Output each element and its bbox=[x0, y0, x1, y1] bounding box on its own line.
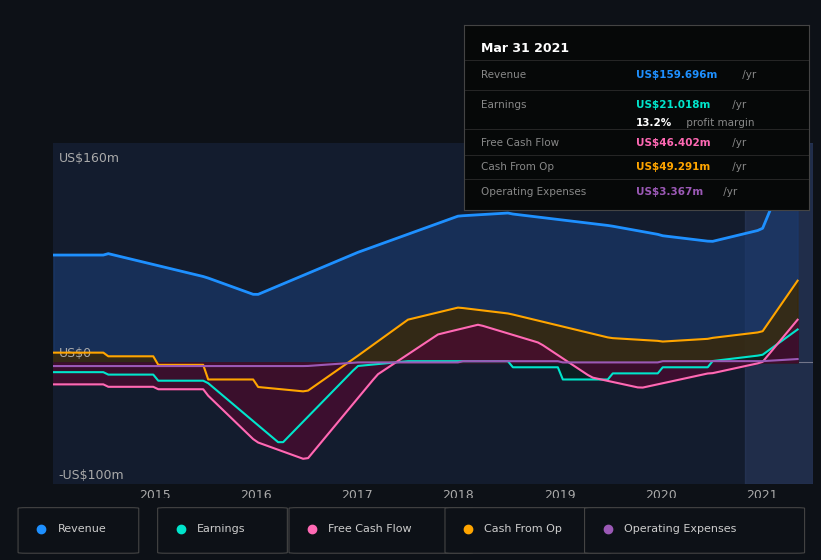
Text: Cash From Op: Cash From Op bbox=[484, 524, 562, 534]
Text: Mar 31 2021: Mar 31 2021 bbox=[481, 42, 569, 55]
Text: /yr: /yr bbox=[739, 70, 756, 80]
Text: Free Cash Flow: Free Cash Flow bbox=[328, 524, 412, 534]
Text: US$21.018m: US$21.018m bbox=[636, 100, 711, 110]
Text: /yr: /yr bbox=[720, 186, 737, 197]
Text: profit margin: profit margin bbox=[683, 118, 754, 128]
Text: /yr: /yr bbox=[729, 138, 746, 148]
Text: Operating Expenses: Operating Expenses bbox=[481, 186, 586, 197]
FancyBboxPatch shape bbox=[585, 507, 805, 553]
FancyBboxPatch shape bbox=[445, 507, 611, 553]
Text: US$3.367m: US$3.367m bbox=[636, 186, 704, 197]
Text: US$46.402m: US$46.402m bbox=[636, 138, 711, 148]
FancyBboxPatch shape bbox=[289, 507, 473, 553]
Text: Free Cash Flow: Free Cash Flow bbox=[481, 138, 559, 148]
Text: -US$100m: -US$100m bbox=[58, 469, 124, 482]
Text: US$49.291m: US$49.291m bbox=[636, 162, 710, 172]
Text: US$160m: US$160m bbox=[58, 152, 119, 165]
Text: 13.2%: 13.2% bbox=[636, 118, 672, 128]
Text: Operating Expenses: Operating Expenses bbox=[624, 524, 736, 534]
FancyBboxPatch shape bbox=[158, 507, 287, 553]
Text: US$159.696m: US$159.696m bbox=[636, 70, 718, 80]
Text: Revenue: Revenue bbox=[481, 70, 526, 80]
Text: Earnings: Earnings bbox=[481, 100, 526, 110]
Text: Earnings: Earnings bbox=[197, 524, 245, 534]
Bar bbox=[745, 143, 813, 484]
Text: /yr: /yr bbox=[729, 162, 746, 172]
Text: Cash From Op: Cash From Op bbox=[481, 162, 554, 172]
Text: US$0: US$0 bbox=[58, 347, 92, 360]
Text: Revenue: Revenue bbox=[57, 524, 106, 534]
FancyBboxPatch shape bbox=[18, 507, 139, 553]
Text: /yr: /yr bbox=[729, 100, 746, 110]
